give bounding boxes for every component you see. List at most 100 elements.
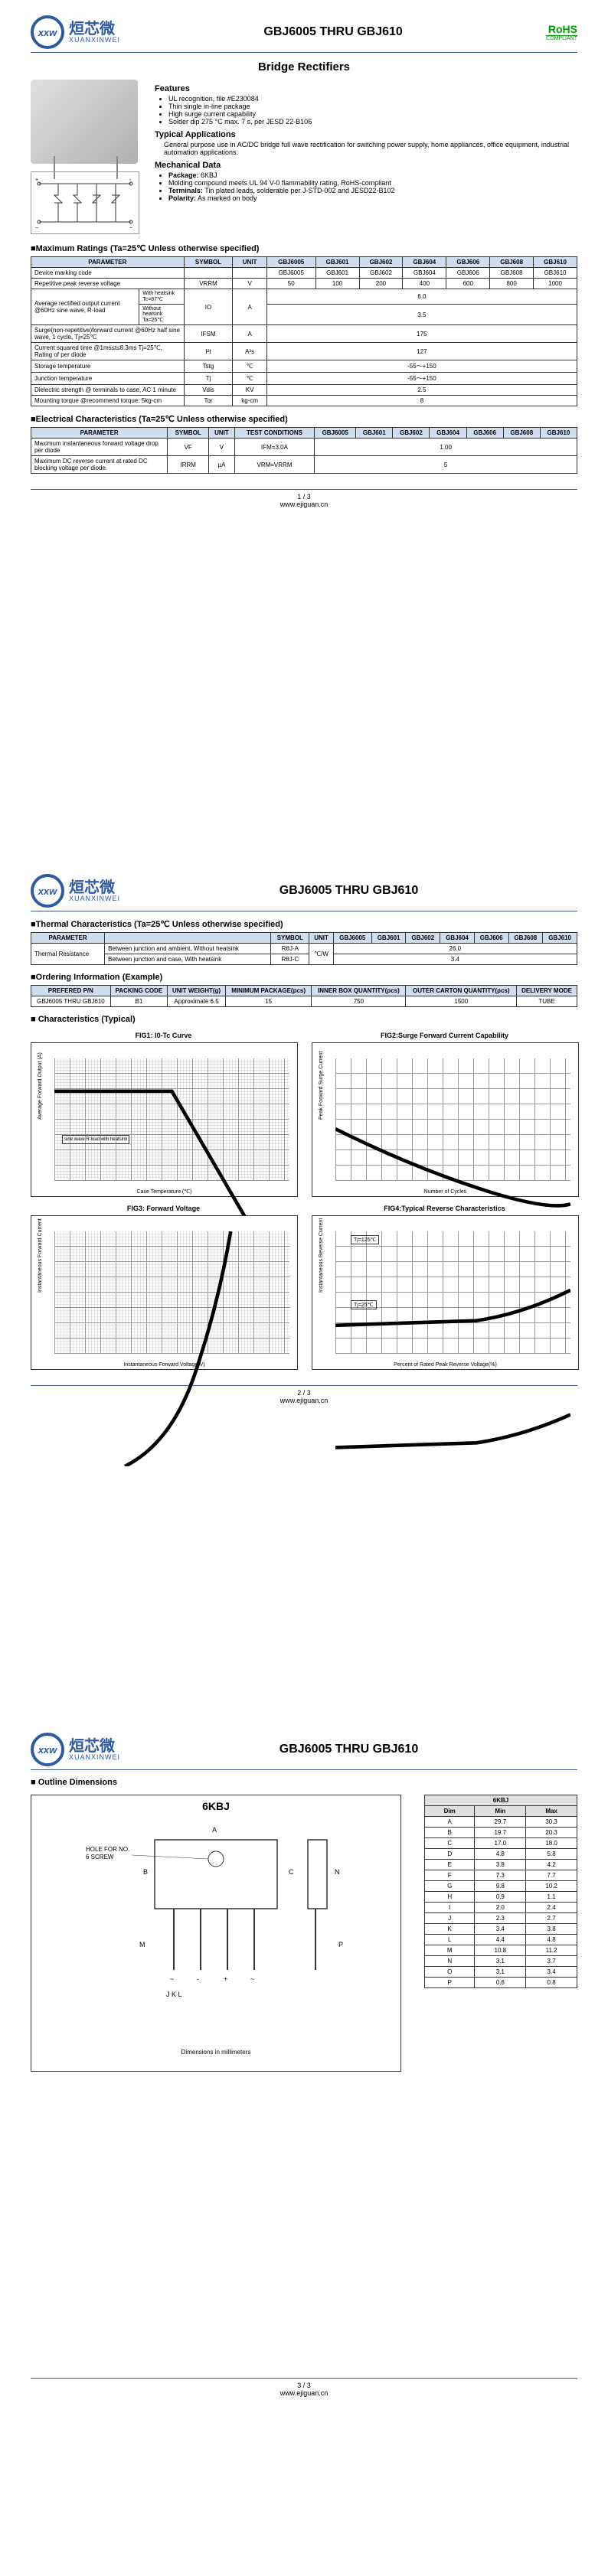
chart-note: sine wave R-load with heatsink [62,1135,129,1144]
feature-item: UL recognition, file #E230084 [168,95,577,103]
x-axis: Instantaneous Forward Voltage(V) [123,1362,204,1368]
svg-text:J K L: J K L [166,1991,182,1998]
dim-pkg-header: 6KBJ [425,1795,577,1806]
main-heading: Bridge Rectifiers [31,60,577,73]
footer-3: 3 / 3 www.ejiguan.cn [31,2378,577,2397]
svg-text:~: ~ [35,226,38,231]
header: xxw 烜芯微 XUANXINWEI GBJ6005 THRU GBJ610 R… [31,15,577,53]
pkg-label: 6KBJ [31,1795,400,1817]
page-3: xxw 烜芯微 XUANXINWEI GBJ6005 THRU GBJ610 ■… [0,1717,608,2576]
page-1: xxw 烜芯微 XUANXINWEI GBJ6005 THRU GBJ610 R… [0,0,608,859]
cell: 26.0 [333,944,577,954]
svg-text:+: + [35,178,38,183]
logo: xxw 烜芯微 XUANXINWEI [31,874,120,908]
page-num: 1 / 3 [31,493,577,501]
feature-item: High surge current capability [168,110,577,118]
rohs-text: RoHS [546,23,577,35]
y-axis: Instantaneous Reverse Current [319,1218,324,1293]
svg-text:A: A [212,1826,217,1834]
cell: ℃/W [309,944,333,965]
mech-heading: Mechanical Data [155,161,577,170]
cell: RθJ-A [271,944,309,954]
svg-text:P: P [338,1941,343,1948]
mech-item: Molding compound meets UL 94 V-0 flammab… [168,179,577,187]
svg-text:-: - [197,1975,199,1983]
schematic-diagram: + ~ ~ - [31,171,139,234]
fig4: FIG4:Typical Reverse Characteristics Ins… [312,1205,577,1370]
x-axis: Percent of Rated Peak Reverse Voltage(%) [394,1362,497,1368]
svg-text:M: M [139,1941,145,1948]
feature-item: Solder dip 275 °C max. 7 s, per JESD 22-… [168,118,577,126]
cell: Between junction and case, With heatsink [105,954,271,965]
intro-block: + ~ ~ - Features UL recognition, file #E… [31,80,577,234]
feature-item: Thin single in-line package [168,103,577,110]
header: xxw 烜芯微 XUANXINWEI GBJ6005 THRU GBJ610 [31,1733,577,1770]
chart-row-2: FIG3: Forward Voltage Instantaneous Forw… [31,1205,577,1370]
svg-text:+: + [224,1975,227,1983]
footer-1: 1 / 3 www.ejiguan.cn [31,489,577,508]
doc-title: GBJ6005 THRU GBJ610 [263,25,402,39]
elec-char-title: ■Electrical Characteristics (Ta=25℃ Unle… [31,414,577,424]
svg-text:~: ~ [129,226,132,231]
logo-icon: xxw [31,874,64,908]
svg-text:C: C [289,1868,294,1876]
ordering-table: PREFERED P/NPACKING CODEUNIT WEIGHT(g)MI… [31,985,577,1007]
cell: RθJ-C [271,954,309,965]
thermal-table: PARAMETERSYMBOLUNITGBJ6005GBJ601GBJ602GB… [31,932,577,965]
apps-text: General purpose use in AC/DC bridge full… [164,141,577,156]
cell: Between junction and ambient, Without he… [105,944,271,954]
logo-cn: 烜芯微 [69,880,120,895]
rohs-badge: RoHS COMPLIANT [546,23,577,41]
fig3: FIG3: Forward Voltage Instantaneous Forw… [31,1205,296,1370]
footer-url: www.ejiguan.cn [31,2389,577,2397]
outline-title: ■ Outline Dimensions [31,1778,577,1787]
dimensions-table: 6KBJ DimMinMax A29.730.3B19.720.3C17.018… [424,1795,577,1988]
logo-en: XUANXINWEI [69,1754,120,1761]
logo-en: XUANXINWEI [69,37,120,44]
svg-text:B: B [143,1868,148,1876]
svg-text:6 SCREW: 6 SCREW [86,1854,114,1860]
y-axis: Average Forward Output (A) [38,1052,43,1120]
chart-row-1: FIG1: I0-Tc Curve Average Forward Output… [31,1032,577,1197]
mech-item: Terminals: Tin plated leads, solderable … [168,187,577,194]
logo: xxw 烜芯微 XUANXINWEI [31,15,120,49]
features-text: Features UL recognition, file #E230084 T… [155,80,577,234]
logo-cn: 烜芯微 [69,21,120,37]
footer-url: www.ejiguan.cn [31,501,577,508]
mech-list: Package: 6KBJ Molding compound meets UL … [155,171,577,202]
ordering-title: ■Ordering Information (Example) [31,973,577,982]
elec-char-table: PARAMETERSYMBOLUNITTEST CONDITIONSGBJ600… [31,427,577,474]
char-title: ■ Characteristics (Typical) [31,1015,577,1024]
dim-note: Dimensions in millimeters [31,2049,400,2056]
fig1-title: FIG1: I0-Tc Curve [31,1032,296,1039]
logo-icon: xxw [31,15,64,49]
logo-en: XUANXINWEI [69,895,120,902]
thermal-title: ■Thermal Characteristics (Ta=25℃ Unless … [31,919,577,929]
cell: 3.4 [333,954,577,965]
svg-text:~: ~ [170,1975,174,1983]
max-ratings-title: ■Maximum Ratings (Ta=25℃ Unless otherwis… [31,243,577,253]
y-axis: Peak Forward Surge Current [319,1052,324,1120]
features-heading: Features [155,84,577,93]
rohs-sub: COMPLIANT [546,35,577,41]
mech-item: Polarity: As marked on body [168,194,577,202]
doc-title: GBJ6005 THRU GBJ610 [279,884,418,898]
svg-text:N: N [335,1868,340,1876]
logo-cn: 烜芯微 [69,1739,120,1754]
logo-icon: xxw [31,1733,64,1766]
y-axis: Instantaneous Forward Current [38,1218,43,1293]
cell: Thermal Resistance [31,944,105,965]
svg-text:~: ~ [250,1975,254,1983]
page-num: 3 / 3 [31,2382,577,2389]
x-axis: Number of Cycles [424,1189,467,1195]
hole-note: HOLE FOR NO. [86,1846,129,1853]
max-ratings-table: PARAMETERSYMBOLUNITGBJ6005GBJ601GBJ602GB… [31,256,577,406]
dimensions-section: 6KBJ HOLE FOR NO. 6 SCREW ~ - + ~ [31,1795,577,2072]
doc-title: GBJ6005 THRU GBJ610 [279,1743,418,1756]
logo: xxw 烜芯微 XUANXINWEI [31,1733,120,1766]
features-list: UL recognition, file #E230084 Thin singl… [155,95,577,126]
header: xxw 烜芯微 XUANXINWEI GBJ6005 THRU GBJ610 [31,874,577,911]
fig1: FIG1: I0-Tc Curve Average Forward Output… [31,1032,296,1197]
fig2-title: FIG2:Surge Forward Current Capability [312,1032,577,1039]
apps-heading: Typical Applications [155,130,577,139]
